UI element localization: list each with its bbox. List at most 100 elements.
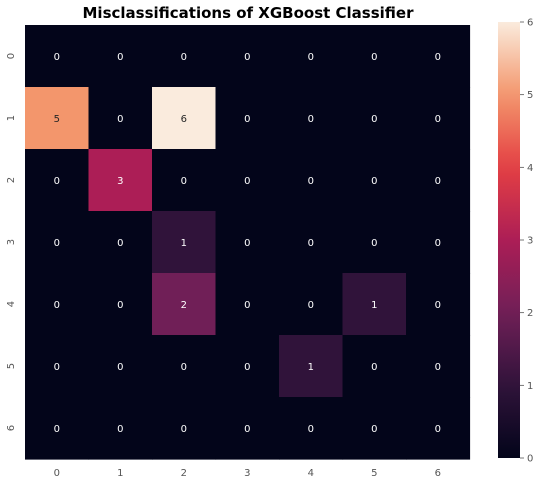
x-tick-label: 4 — [308, 468, 314, 479]
colorbar-tick-label: 4 — [527, 163, 533, 174]
heatmap-cell — [406, 87, 471, 150]
heatmap-cell-label: 0 — [308, 114, 314, 125]
heatmap-cell-label: 0 — [244, 114, 250, 125]
heatmap-cell — [152, 335, 217, 398]
heatmap-cell-label: 0 — [117, 114, 123, 125]
heatmap-cell-label: 0 — [435, 362, 441, 373]
heatmap-cell — [342, 335, 407, 398]
colorbar-tick-label: 3 — [527, 236, 533, 247]
heatmap-cell — [25, 87, 90, 150]
heatmap-cell — [88, 149, 153, 212]
y-tick-label: 0 — [6, 53, 17, 59]
heatmap-cell — [342, 25, 407, 88]
heatmap-cell-label: 0 — [244, 362, 250, 373]
heatmap-cell — [215, 25, 280, 88]
heatmap-cell — [342, 397, 407, 460]
heatmap-cell-label: 0 — [117, 362, 123, 373]
heatmap-cell — [279, 397, 344, 460]
heatmap-cell — [88, 25, 153, 88]
heatmap-cell — [342, 273, 407, 336]
heatmap-cell-label: 0 — [117, 300, 123, 311]
heatmap-cell — [279, 211, 344, 274]
heatmap-cell — [342, 149, 407, 212]
heatmap-cell-label: 0 — [54, 238, 60, 249]
heatmap-cell — [215, 397, 280, 460]
heatmap-cell — [406, 335, 471, 398]
colorbar-gradient — [498, 22, 520, 458]
chart-title: Misclassifications of XGBoost Classifier — [83, 4, 415, 22]
heatmap-cell-label: 0 — [244, 52, 250, 63]
heatmap-cell — [215, 335, 280, 398]
heatmap-cell-label: 0 — [181, 424, 187, 435]
x-axis-ticks: 0 1 2 3 4 5 6 — [54, 468, 441, 479]
heatmap-cell-label: 0 — [371, 52, 377, 63]
heatmap-cell — [88, 87, 153, 150]
heatmap-cell — [152, 87, 217, 150]
heatmap-cell — [88, 397, 153, 460]
heatmap-cell — [215, 211, 280, 274]
colorbar: 0 1 2 3 4 5 6 — [498, 18, 533, 465]
heatmap-cell-label: 0 — [181, 52, 187, 63]
x-tick-label: 2 — [181, 468, 187, 479]
heatmap-cell-label: 0 — [54, 424, 60, 435]
heatmap-cell-label: 0 — [181, 176, 187, 187]
x-tick-label: 0 — [54, 468, 60, 479]
heatmap-cell — [152, 25, 217, 88]
x-tick-label: 3 — [244, 468, 250, 479]
colorbar-tick-label: 6 — [527, 18, 533, 29]
heatmap-cell — [152, 273, 217, 336]
heatmap-cell — [406, 149, 471, 212]
heatmap-cell-label: 0 — [435, 52, 441, 63]
heatmap-cell — [406, 397, 471, 460]
heatmap-cell-label: 0 — [244, 238, 250, 249]
colorbar-tick-label: 5 — [527, 90, 533, 101]
colorbar-tick-label: 2 — [527, 308, 533, 319]
heatmap-cell-label: 0 — [371, 424, 377, 435]
heatmap-cell — [279, 149, 344, 212]
heatmap-cell — [406, 211, 471, 274]
heatmap-cell — [406, 25, 471, 88]
heatmap-cell — [88, 273, 153, 336]
heatmap-cell-label: 0 — [244, 300, 250, 311]
y-axis-ticks: 0 1 2 3 4 5 6 — [6, 53, 17, 431]
heatmap-cell-label: 0 — [435, 424, 441, 435]
y-tick-label: 2 — [6, 177, 17, 183]
heatmap-cell-label: 0 — [117, 238, 123, 249]
heatmap-cell-label: 1 — [181, 238, 187, 249]
x-tick-label: 6 — [435, 468, 441, 479]
heatmap-cell — [215, 87, 280, 150]
heatmap-cell — [25, 335, 90, 398]
y-tick-label: 1 — [6, 115, 17, 121]
heatmap-cell-label: 0 — [435, 300, 441, 311]
heatmap-cell — [25, 149, 90, 212]
y-tick-label: 4 — [6, 301, 17, 307]
heatmap-cell-label: 5 — [54, 114, 60, 125]
heatmap-cell — [215, 149, 280, 212]
heatmap-cell-label: 0 — [308, 424, 314, 435]
heatmap-cell-label: 0 — [435, 114, 441, 125]
heatmap-cell — [279, 25, 344, 88]
heatmap-cell — [152, 211, 217, 274]
y-tick-label: 5 — [6, 363, 17, 369]
heatmap-cell — [25, 273, 90, 336]
x-tick-label: 1 — [117, 468, 123, 479]
heatmap-cell — [25, 397, 90, 460]
heatmap-cell — [25, 211, 90, 274]
heatmap-cell-label: 0 — [371, 238, 377, 249]
heatmap-cell — [152, 397, 217, 460]
heatmap-cell — [279, 273, 344, 336]
heatmap-cell-label: 0 — [54, 362, 60, 373]
heatmap-cell-label: 6 — [181, 114, 187, 125]
heatmap-cell-label: 0 — [54, 300, 60, 311]
heatmap-cell-labels: 0 0 0 0 0 0 0 5 0 6 0 0 0 0 0 3 0 0 0 0 0 0 0 1 0 0 0 0 0 0 2 0 0 1 0 0 0 0 0 1… — [54, 52, 441, 435]
y-tick-label: 3 — [6, 239, 17, 245]
heatmap-cell — [342, 211, 407, 274]
colorbar-tick-label: 1 — [527, 381, 533, 392]
x-tick-label: 5 — [371, 468, 377, 479]
heatmap-cell-label: 3 — [117, 176, 123, 187]
heatmap-cell-label: 0 — [308, 300, 314, 311]
heatmap-cell-label: 0 — [308, 52, 314, 63]
heatmap-cell-label: 0 — [371, 362, 377, 373]
heatmap-cell — [215, 273, 280, 336]
